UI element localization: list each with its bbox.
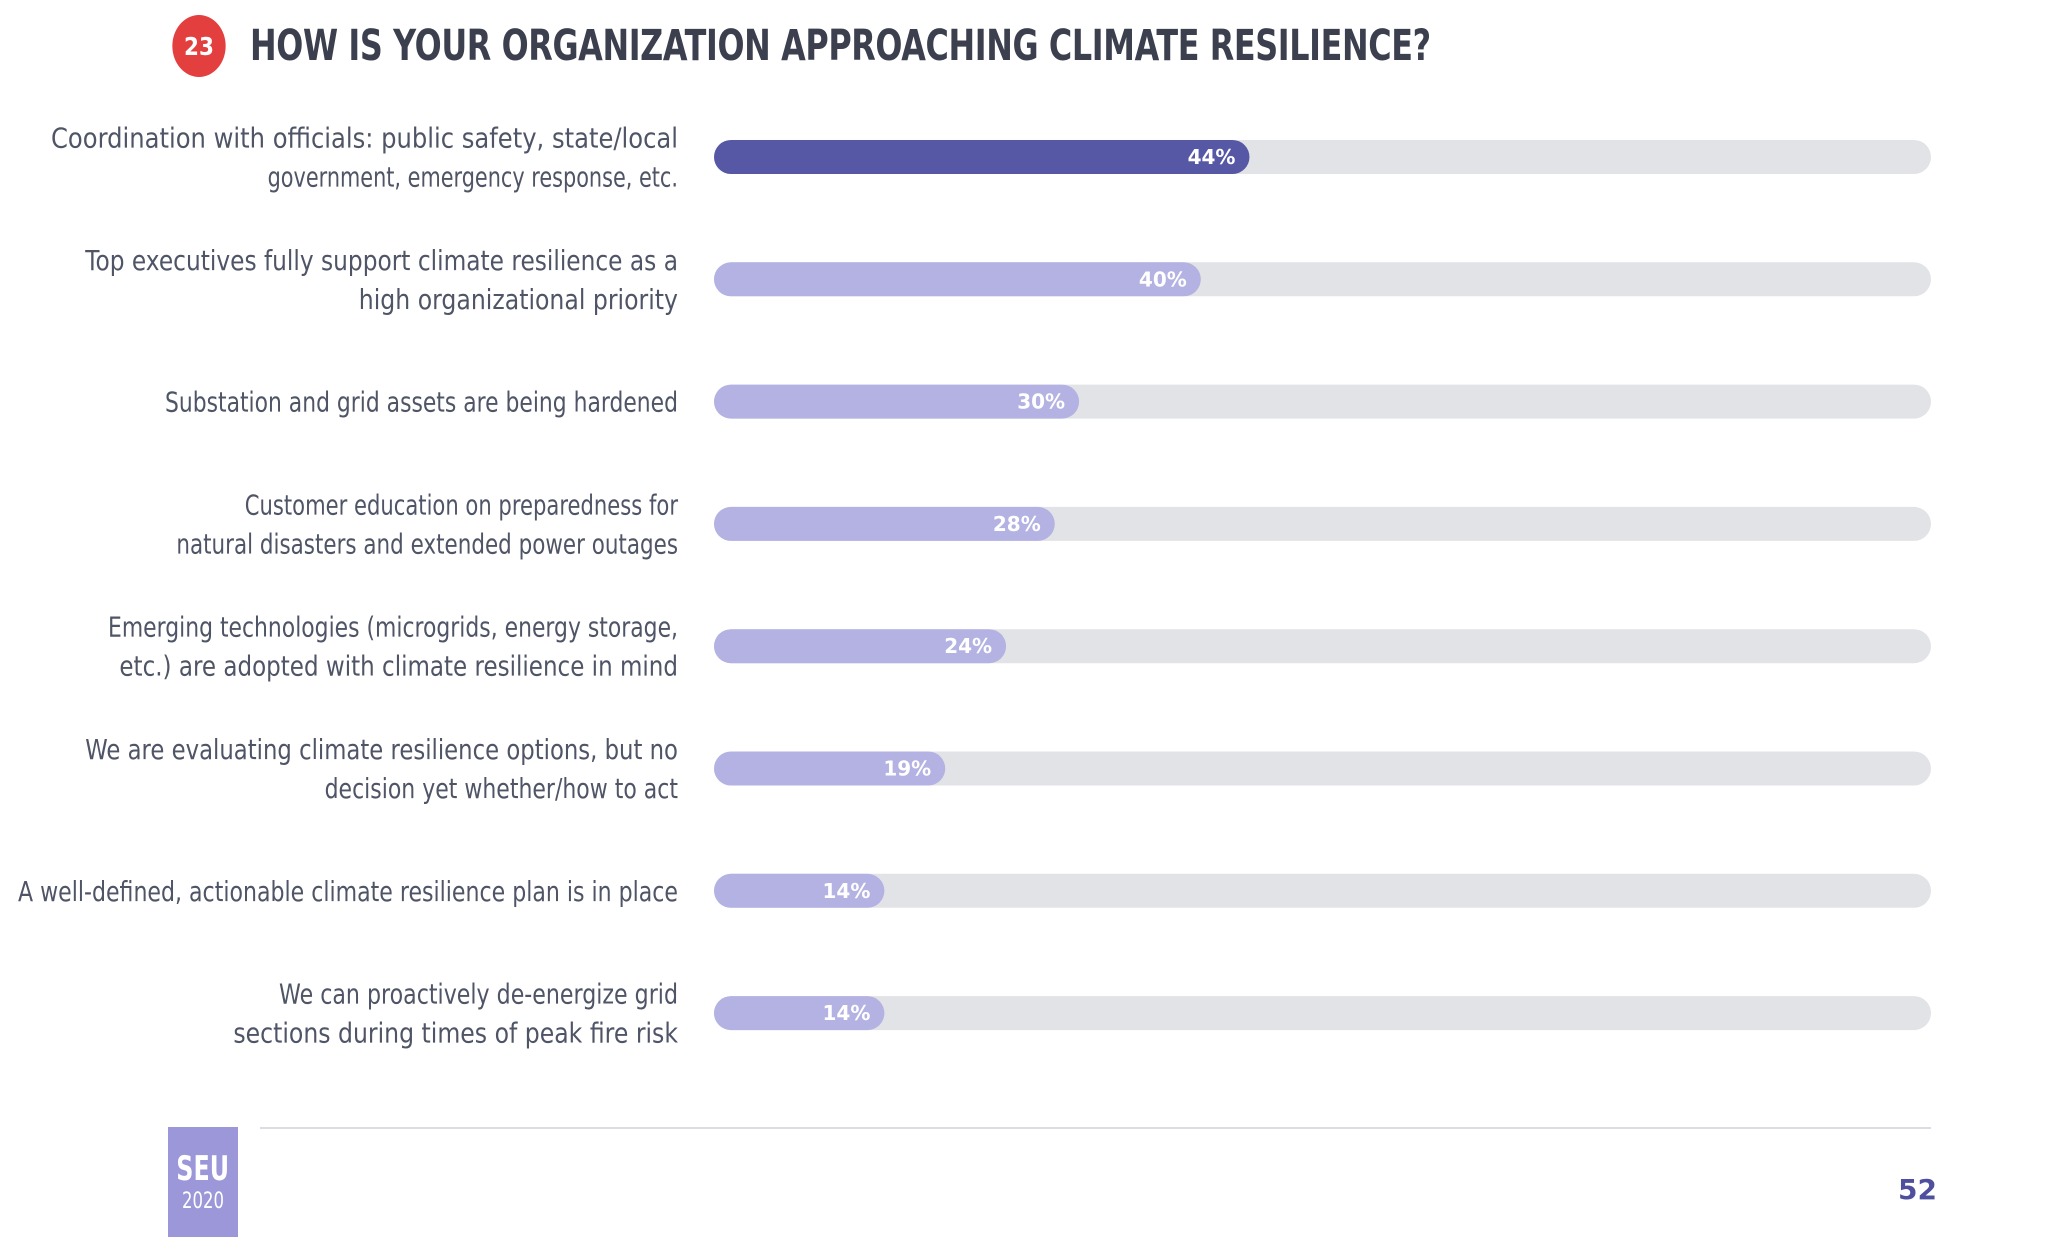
category-label: We can proactively de-energize grid secti… [233,978,678,1050]
category-label: We are evaluating climate resilience opt… [85,733,678,805]
value-label: 28% [993,512,1041,536]
value-label: 30% [1017,390,1065,414]
value-label: 40% [1139,267,1187,291]
page-number: 52 [1898,1173,1937,1206]
bar [714,262,1201,297]
category-label: Coordination with officials: public safe… [51,122,678,194]
value-label: 14% [823,879,871,903]
bar [714,384,1080,419]
category-label: Substation and grid assets are being har… [165,386,678,419]
bar [714,873,885,908]
bar [714,506,1055,541]
category-label: A well-defined, actionable climate resil… [18,875,678,908]
chart-title: HOW IS YOUR ORGANIZATION APPROACHING CLI… [250,21,1431,71]
bar [714,140,1250,174]
bar-track [714,996,1931,1031]
bar-track [714,629,1931,664]
bar-track [714,873,1931,908]
question-number-badge: 23 [172,15,226,77]
category-label: Top executives fully support climate res… [84,244,678,316]
bar [714,629,1007,664]
value-label: 14% [823,1001,871,1025]
bar-track [714,751,1931,786]
category-label: Emerging technologies (microgrids, energ… [108,611,678,683]
category-label: Customer education on preparedness for na… [176,488,678,560]
value-label: 19% [883,757,931,781]
footer-divider [260,1127,1931,1129]
value-label: 44% [1188,145,1236,169]
logo-text-bottom: 2020 [182,1189,224,1214]
bar [714,751,946,786]
value-label: 24% [944,634,992,658]
logo-text-top: SEU [176,1149,230,1189]
seu-2020-logo: SEU 2020 [168,1127,238,1237]
bar [714,996,885,1031]
chart-header: 23 HOW IS YOUR ORGANIZATION APPROACHING … [168,14,1846,78]
